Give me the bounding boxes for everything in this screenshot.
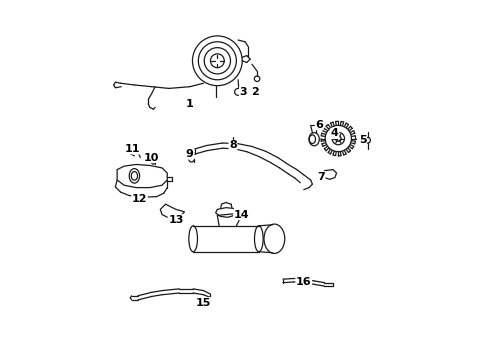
Polygon shape (216, 208, 236, 217)
Text: 8: 8 (229, 140, 237, 150)
Ellipse shape (189, 226, 197, 252)
Ellipse shape (254, 226, 263, 252)
Ellipse shape (264, 224, 285, 253)
Text: 5: 5 (359, 135, 367, 145)
Text: 4: 4 (331, 129, 339, 138)
Text: 10: 10 (144, 153, 159, 162)
Text: 11: 11 (125, 144, 141, 154)
Polygon shape (160, 204, 185, 218)
Text: 2: 2 (251, 87, 259, 97)
Text: 16: 16 (296, 277, 312, 287)
Text: 6: 6 (316, 120, 323, 130)
Text: 13: 13 (168, 215, 184, 225)
Polygon shape (117, 165, 167, 188)
Text: 1: 1 (186, 99, 194, 109)
Text: 15: 15 (196, 298, 211, 308)
Text: 12: 12 (132, 194, 147, 204)
Text: 9: 9 (186, 149, 194, 159)
Text: 7: 7 (317, 172, 325, 181)
Text: 3: 3 (240, 87, 247, 97)
Circle shape (325, 125, 351, 152)
Circle shape (193, 36, 242, 86)
Text: 14: 14 (234, 210, 249, 220)
